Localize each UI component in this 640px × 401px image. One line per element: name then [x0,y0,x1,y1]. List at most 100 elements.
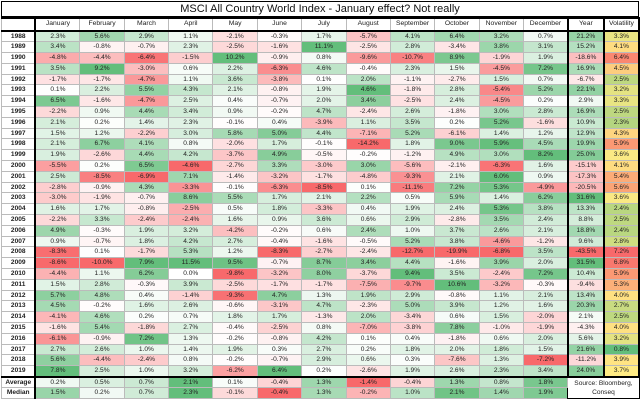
month-return-cell: 0.4% [256,116,303,129]
volatility-cell: 5.3% [602,278,640,291]
row-year-label: 1999 [1,149,37,162]
row-year-label: 1988 [1,29,37,43]
month-return-cell: 2.1% [523,224,569,237]
column-header: September [389,17,436,32]
summary-label: Average [1,376,37,389]
table-row: 1989 3.4% -0.8% -0.7% 2.3% -2.5% -1.6% 11.1% -2.… [1,41,640,54]
row-year-label: 2003 [1,192,37,205]
column-header: Year [566,17,605,32]
year-return-cell: 10.9% [566,116,605,129]
month-return-cell: 3.5% [34,62,81,75]
month-return-cell: -2.4% [123,354,170,367]
summary-cell: 0.7% [123,387,170,399]
month-return-cell: -1.6% [434,257,480,270]
column-header: January [34,17,81,32]
month-return-cell: 1.1% [168,29,214,43]
month-return-cell: -6.9% [123,170,170,183]
row-year-label: 1995 [1,106,37,118]
month-return-cell: 0.2% [523,95,569,108]
year-return-cell: -11.2% [566,354,605,367]
month-return-cell: 2.3% [478,365,525,378]
year-return-cell: 25.0% [566,149,605,162]
month-return-cell: 1.9% [389,365,436,378]
month-return-cell: 5.0% [389,300,436,313]
month-return-cell: 2.1% [434,170,480,183]
month-return-cell: 0.3% [256,343,303,356]
summary-cell: -0.4% [256,376,303,389]
column-header: June [256,17,303,32]
month-return-cell: -0.3% [523,278,569,291]
month-return-cell: 1.7% [256,192,303,205]
month-return-cell: 4.9% [256,149,303,162]
month-return-cell: -2.7% [301,246,347,259]
month-return-cell: -2.8% [34,181,81,194]
month-return-cell: -3.8% [389,322,436,334]
month-return-cell: 1.7% [301,29,347,43]
month-return-cell: -8.6% [34,257,81,270]
source-note: Source: Bloomberg, Conseq [567,375,640,399]
month-return-cell: 1.1% [79,268,125,280]
volatility-cell: 2.5% [602,311,640,324]
month-return-cell: 0.8% [301,52,347,64]
volatility-cell: 2.7% [602,300,640,313]
month-return-cell: 1.4% [168,343,214,356]
month-return-cell: -1.7% [301,170,347,183]
month-return-cell: 0.1% [345,332,391,345]
month-return-cell: -1.9% [478,52,525,64]
month-return-cell: -8.5% [301,181,347,194]
month-return-cell: 0.6% [301,224,347,237]
month-return-cell: 3.4% [34,41,81,54]
month-return-cell: -4.7% [123,95,170,108]
header-corner [1,17,37,32]
month-return-cell: 2.5% [168,95,214,108]
month-return-cell: 2.1% [212,84,258,97]
month-return-cell: 0.0% [168,268,214,280]
month-return-cell: 3.5% [478,214,525,226]
month-return-cell: -1.7% [256,278,303,291]
summary-cell: -0.4% [256,387,303,399]
month-return-cell: 7.8% [434,322,480,334]
column-header: July [301,17,347,32]
month-return-cell: 1.6% [212,214,258,226]
month-return-cell: -0.8% [256,332,303,345]
month-return-cell: 3.3% [79,214,125,226]
month-return-cell: -3.1% [256,300,303,313]
month-return-cell: 0.2% [79,116,125,129]
month-return-cell: 1.9% [123,224,170,237]
row-year-label: 1997 [1,127,37,140]
year-return-cell: 15.2% [566,41,605,54]
volatility-cell: 3.3% [602,95,640,108]
table-title: MSCI All Country World Index - January e… [1,1,639,17]
row-year-label: 2013 [1,300,37,313]
month-return-cell: 3.2% [168,224,214,237]
month-return-cell: 1.1% [478,289,525,302]
table-row: 1993 0.1% 2.2% 5.5% 4.3% 2.1% -0.8% 1.9% 4.6% -1.… [1,84,640,97]
month-return-cell: -1.7% [34,73,81,86]
month-return-cell: 0.1% [345,181,391,194]
table-row: 1988 2.3% 5.6% 2.9% 1.1% -2.1% -0.3% 1.7% -5.7% 4… [1,29,640,43]
month-return-cell: 2.9% [301,354,347,367]
table-row: 2016 -6.1% -0.9% 7.2% 1.3% -0.2% -0.8% 4.2% 0.1%… [1,332,640,345]
month-return-cell: -5.6% [389,160,436,172]
month-return-cell: 2.3% [168,41,214,54]
month-return-cell: 2.8% [434,84,480,97]
month-return-cell: 2.9% [389,214,436,226]
month-return-cell: 2.1% [523,289,569,302]
month-return-cell: -5.5% [34,160,81,172]
month-return-cell: -7.0% [345,322,391,334]
month-return-cell: 11.1% [301,41,347,54]
table-row: 2007 0.9% -0.7% 1.8% 4.2% 2.7% -0.4% -1.6% -0.5%… [1,235,640,248]
month-return-cell: 4.2% [168,149,214,162]
month-return-cell: -3.2% [256,170,303,183]
month-return-cell: 4.2% [301,332,347,345]
row-year-label: 2018 [1,354,37,367]
table-row: 2000 -5.5% 0.2% 6.5% -4.6% -2.7% 3.3% -3.0% 3.0%… [1,160,640,172]
volatility-cell: 3.6% [602,149,640,162]
month-return-cell: 0.9% [34,235,81,248]
month-return-cell: 0.4% [212,95,258,108]
volatility-cell: 3.3% [602,29,640,43]
month-return-cell: -2.6% [79,149,125,162]
month-return-cell: 0.6% [478,332,525,345]
row-year-label: 2002 [1,181,37,194]
month-return-cell: 4.3% [123,181,170,194]
